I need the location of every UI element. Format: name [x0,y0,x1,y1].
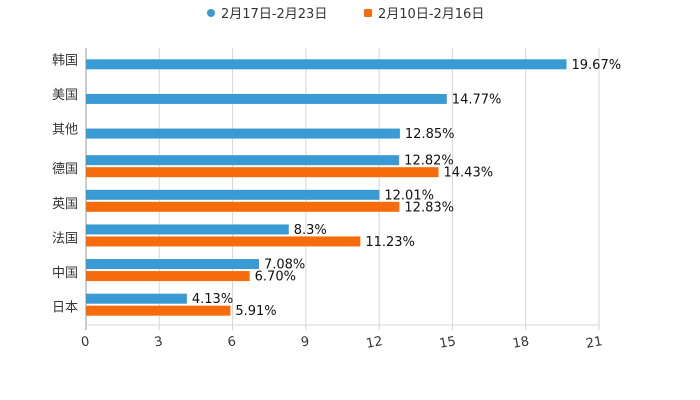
bar-series-1 [86,189,380,200]
x-tick-label: 3 [153,334,164,350]
gridlines [85,48,600,330]
x-axis-ticks: 0 3 6 9 12 15 18 21 [80,334,604,352]
data-label-series-1: 12.82% [404,154,454,169]
category-label: 其他 [52,123,78,138]
x-tick-label: 9 [300,334,311,350]
data-label-series-2: 6.70% [255,270,296,285]
bar-series-1 [86,155,400,166]
data-label-series-1: 19.67% [572,58,622,73]
bar-series-1 [86,128,400,139]
bar-series-2 [86,167,439,178]
data-label-series-2: 12.83% [404,200,454,215]
data-label-series-1: 4.13% [192,292,233,307]
category-label: 德国 [52,162,78,177]
legend-marker-series-2 [364,9,372,17]
bar-series-2 [86,201,400,212]
bar-series-2 [86,236,361,247]
category-label: 韩国 [52,53,78,68]
x-tick-label: 6 [227,334,238,350]
category-label: 英国 [52,197,78,212]
data-label-series-1: 14.77% [452,92,502,107]
legend-marker-series-1 [207,9,215,17]
bar-series-1 [86,259,259,270]
x-tick-label: 18 [512,334,531,352]
category-label: 法国 [52,231,78,246]
data-labels: 19.67% 14.77% 12.85% 12.82%14.43% 12.01%12.8… [192,58,621,319]
x-tick-label: 0 [80,334,91,350]
legend-label-series-1: 2月17日-2月23日 [221,7,327,22]
category-label: 中国 [52,266,78,281]
bar-series-2 [86,305,231,316]
category-label: 美国 [52,88,78,103]
x-tick-label: 12 [365,334,384,352]
x-tick-label: 21 [585,334,604,352]
x-tick-label: 15 [438,334,457,352]
data-label-series-1: 7.08% [264,258,305,273]
bar-series-1 [86,93,447,104]
data-label-series-2: 5.91% [235,304,276,319]
category-label: 日本 [52,301,78,316]
legend-label-series-2: 2月10日-2月16日 [378,7,484,22]
bar-series-2 [86,271,250,282]
bar-series-1 [86,293,187,304]
bars [86,59,567,316]
data-label-series-1: 12.01% [384,188,434,203]
bar-series-1 [86,59,567,70]
data-label-series-2: 14.43% [444,166,494,181]
data-label-series-2: 11.23% [365,235,415,250]
data-label-series-1: 12.85% [405,127,455,142]
data-label-series-1: 8.3% [294,223,327,238]
legend: 2月17日-2月23日 2月10日-2月16日 [207,7,484,22]
bar-series-1 [86,224,289,235]
